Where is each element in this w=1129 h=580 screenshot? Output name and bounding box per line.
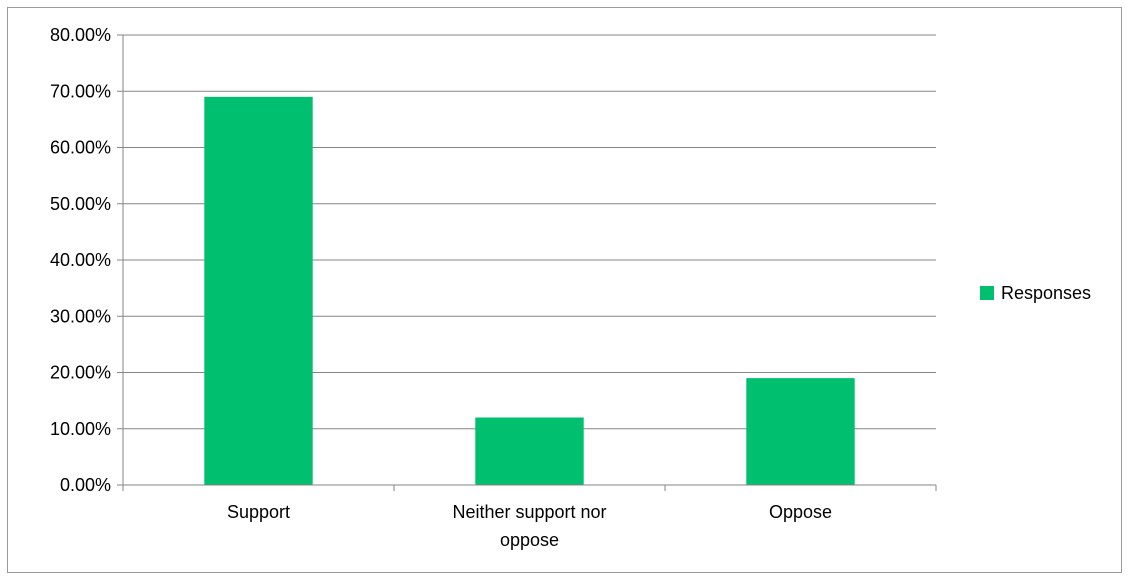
y-tick-label: 0.00% xyxy=(60,475,111,495)
bar-chart: 0.00% 10.00% 20.00% 30.00% 40.00% 50.00% 60.00… xyxy=(50,25,1091,550)
bar-neither-support-nor-oppose xyxy=(475,417,584,485)
y-tick-label: 60.00% xyxy=(50,138,111,158)
x-tick-labels: Support Neither support nor oppose Oppose xyxy=(227,502,832,550)
legend-swatch-responses xyxy=(980,286,994,300)
y-tick-label: 50.00% xyxy=(50,194,111,214)
bars xyxy=(204,96,855,485)
y-tick-label: 30.00% xyxy=(50,306,111,326)
y-tick-label: 20.00% xyxy=(50,363,111,383)
x-tick-label: Support xyxy=(227,502,290,522)
x-tick-label: Oppose xyxy=(769,502,832,522)
x-tick-label: Neither support nor oppose xyxy=(452,502,606,550)
y-tick-label: 40.00% xyxy=(50,250,111,270)
y-tick-label: 70.00% xyxy=(50,81,111,101)
legend-label-responses: Responses xyxy=(1001,283,1091,303)
bar-oppose xyxy=(746,378,855,485)
y-tick-label: 10.00% xyxy=(50,419,111,439)
chart-frame: 0.00% 10.00% 20.00% 30.00% 40.00% 50.00% 60.00… xyxy=(7,7,1122,573)
y-tick-labels: 0.00% 10.00% 20.00% 30.00% 40.00% 50.00% 60.00… xyxy=(50,25,111,495)
y-tick-label: 80.00% xyxy=(50,25,111,45)
bar-support xyxy=(204,96,313,485)
axes xyxy=(117,34,937,491)
legend: Responses xyxy=(980,283,1091,303)
